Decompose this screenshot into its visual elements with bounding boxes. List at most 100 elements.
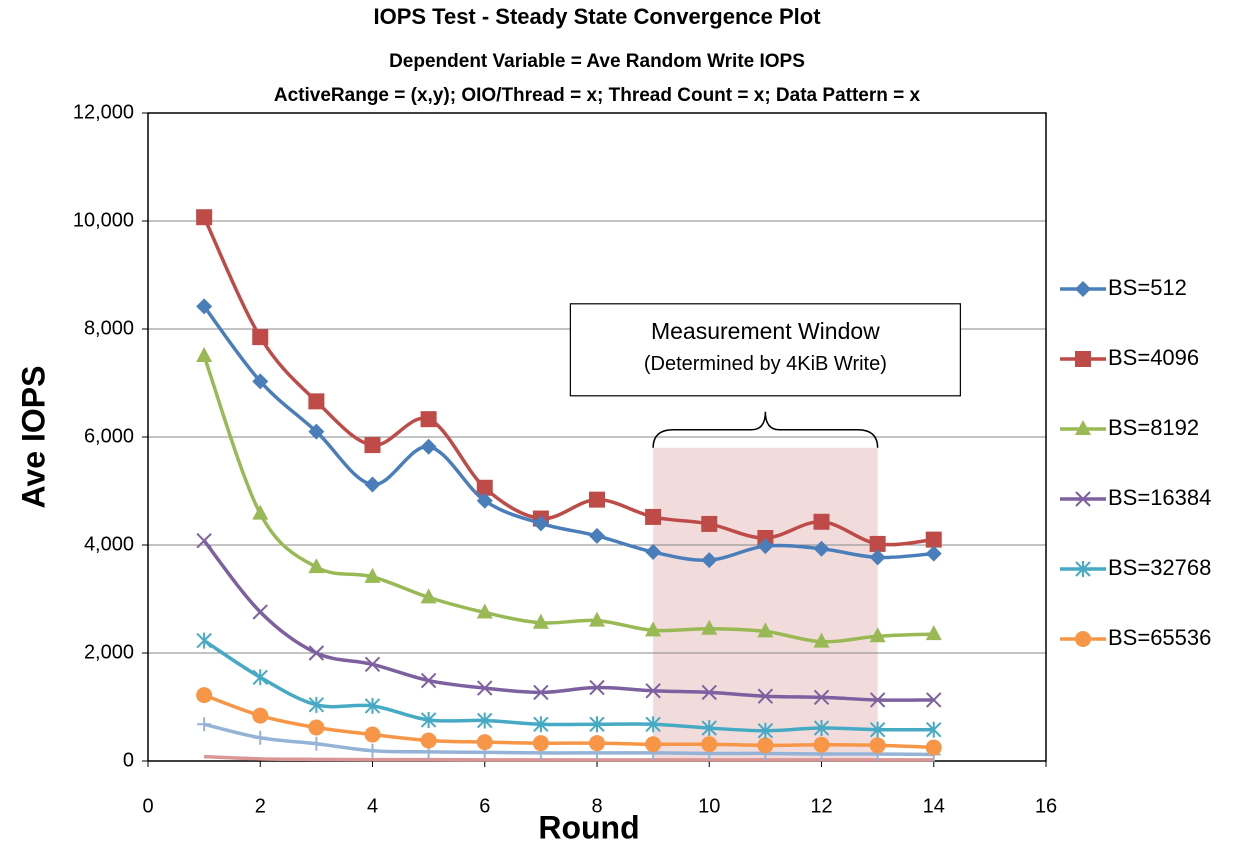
marker [1075,631,1091,647]
marker [645,716,661,733]
marker [757,737,774,754]
marker [757,538,774,555]
x-tick-label: 2 [255,795,266,817]
y-tick-label: 6,000 [84,425,134,447]
marker [1075,561,1091,577]
marker [813,689,830,705]
marker [420,732,437,749]
marker [252,707,269,724]
marker [252,604,268,620]
marker [196,209,213,226]
marker [1075,420,1091,435]
x-tick-label: 14 [923,795,945,817]
marker [589,527,605,544]
marker [813,736,830,753]
marker [925,625,942,641]
marker [309,736,324,751]
marker [589,735,605,752]
marker [701,684,717,701]
marker [420,438,437,455]
chart-title: IOPS Test - Steady State Convergence Plo… [373,4,821,29]
marker [925,739,942,756]
marker [645,508,662,525]
marker [926,721,942,738]
annotation-text: (Determined by 4KiB Write) [644,353,887,375]
marker [701,720,717,737]
series-line [204,754,934,762]
legend-label: BS=16384 [1108,485,1211,510]
annotation-box [569,303,961,397]
marker [308,393,325,410]
y-tick-label: 10,000 [73,209,134,231]
marker [757,622,774,638]
marker [476,479,493,496]
legend-label: BS=32768 [1108,555,1211,580]
marker [869,692,886,708]
marker [477,712,493,729]
marker [197,717,212,732]
x-axis-label: Round [538,809,639,845]
marker [925,545,942,562]
marker [757,688,774,704]
y-tick-label: 4,000 [84,533,134,555]
marker [813,720,830,737]
marker [645,544,662,561]
marker [364,567,381,583]
chart-subtitle: Dependent Variable = Ave Random Write IO… [389,51,805,72]
marker [645,736,662,753]
marker [589,716,605,733]
x-tick-label: 16 [1035,795,1057,817]
marker [645,621,662,637]
y-tick-label: 2,000 [84,641,134,663]
marker [533,716,549,733]
annotation-text: Measurement Window [651,318,880,344]
marker [196,687,213,704]
legend-label: BS=65536 [1108,625,1211,650]
legend-label: BS=8192 [1108,415,1199,440]
marker [701,515,718,532]
marker [532,613,549,629]
legend-label: BS=4096 [1108,345,1199,370]
marker [364,656,381,673]
marker [477,680,493,696]
y-tick-label: 0 [123,749,134,771]
marker [308,645,325,661]
marker [813,632,830,648]
marker [308,423,325,440]
marker [813,540,830,557]
marker [869,535,886,552]
x-tick-label: 10 [698,795,720,817]
marker [869,737,886,754]
marker [476,492,493,509]
marker [1075,281,1091,297]
marker [364,437,381,454]
marker [1075,351,1091,367]
x-tick-label: 8 [591,795,602,817]
x-tick-label: 6 [479,795,490,817]
marker [757,529,774,546]
marker [420,711,437,728]
marker [589,611,605,627]
marker [533,684,549,701]
measurement-window [653,447,878,761]
y-tick-label: 8,000 [84,317,134,339]
marker [476,734,493,751]
marker [252,504,269,520]
marker [420,411,437,428]
marker [252,373,269,390]
marker [364,697,381,714]
x-tick-label: 12 [810,795,832,817]
marker [869,721,886,738]
marker [701,619,718,635]
marker [757,722,774,739]
marker [252,669,268,686]
chart-subtitle: ActiveRange = (x,y); OIO/Thread = x; Thr… [274,85,921,106]
marker [589,491,605,508]
marker [308,696,325,713]
marker [196,532,212,549]
marker [253,730,268,745]
marker [589,679,605,696]
marker [476,603,493,619]
brace [652,411,879,448]
